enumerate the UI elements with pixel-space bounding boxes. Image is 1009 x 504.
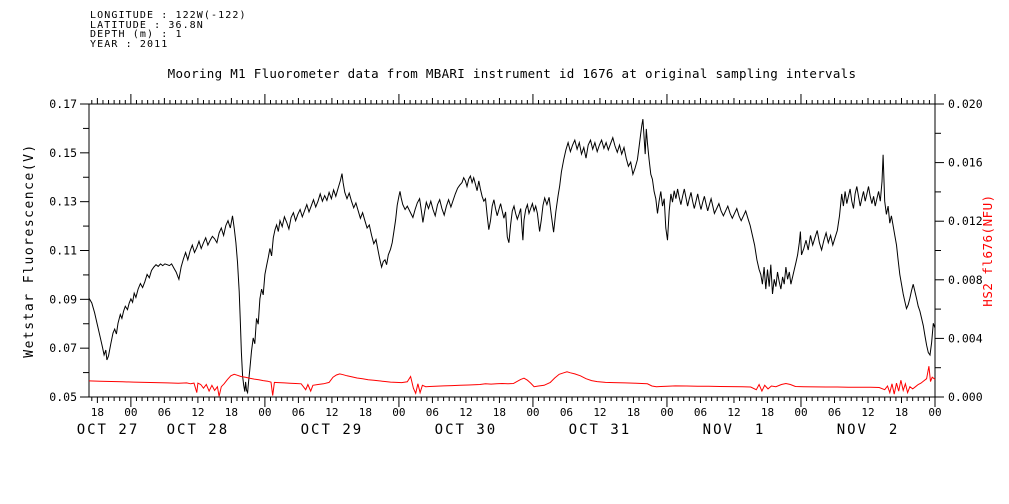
left-tick-label: 0.13	[49, 195, 77, 209]
right-axis-title: HS2 fl676(NFU)	[980, 194, 995, 306]
left-axis-title: Wetstar Fluorescence(V)	[22, 143, 37, 358]
x-hour-label: 12	[593, 406, 606, 419]
x-date-label: OCT 29	[301, 422, 364, 438]
x-date-label: OCT 27	[77, 422, 140, 438]
right-tick-label: 0.004	[948, 331, 983, 345]
right-tick-label: 0.020	[948, 97, 983, 111]
metadata-line-latitude: LATITUDE : 36.8N	[90, 19, 204, 31]
left-tick-label: 0.15	[49, 146, 77, 160]
x-hour-label: 00	[928, 406, 941, 419]
x-hour-label: 18	[895, 406, 908, 419]
x-hour-label: 06	[560, 406, 573, 419]
metadata-line-longitude: LONGITUDE : 122W(-122)	[90, 10, 247, 21]
left-tick-label: 0.11	[49, 244, 77, 258]
hs2-series-line	[88, 366, 936, 397]
x-hour-label: 00	[660, 406, 673, 419]
x-hour-label: 12	[727, 406, 740, 419]
x-hour-label: 06	[694, 406, 707, 419]
x-date-label: OCT 31	[569, 422, 632, 438]
x-hour-label: 00	[124, 406, 137, 419]
x-hour-label: 18	[627, 406, 640, 419]
x-hour-label: 06	[158, 406, 171, 419]
x-hour-label: 18	[91, 406, 104, 419]
right-tick-label: 0.008	[948, 273, 983, 287]
metadata-block: LONGITUDE : 122W(-122) LATITUDE : 36.8N …	[90, 11, 247, 49]
left-tick-label: 0.05	[49, 390, 77, 404]
x-date-label: OCT 28	[167, 422, 230, 438]
x-hour-label: 12	[459, 406, 472, 419]
x-hour-label: 12	[325, 406, 338, 419]
x-date-label: NOV 1	[703, 422, 766, 438]
x-hour-label: 18	[225, 406, 238, 419]
x-hour-label: 06	[292, 406, 305, 419]
x-hour-label: 06	[828, 406, 841, 419]
right-tick-label: 0.012	[948, 214, 983, 228]
left-tick-label: 0.17	[49, 97, 77, 111]
x-hour-label: 18	[359, 406, 372, 419]
x-hour-label: 00	[258, 406, 271, 419]
x-hour-label: 00	[526, 406, 539, 419]
left-tick-label: 0.09	[49, 292, 77, 306]
x-hour-label: 00	[794, 406, 807, 419]
metadata-line-year: YEAR : 2011	[90, 38, 169, 50]
right-tick-label: 0.016	[948, 156, 983, 170]
wetstar-series-line	[88, 119, 936, 395]
x-hour-label: 00	[392, 406, 405, 419]
x-date-label: NOV 2	[837, 422, 900, 438]
left-tick-label: 0.07	[49, 341, 77, 355]
x-hour-label: 06	[426, 406, 439, 419]
x-hour-label: 12	[191, 406, 204, 419]
plot-border	[88, 103, 936, 398]
x-date-label: OCT 30	[435, 422, 498, 438]
metadata-line-depth: DEPTH (m) : 1	[90, 29, 183, 41]
right-tick-label: 0.000	[948, 390, 983, 404]
x-hour-label: 18	[761, 406, 774, 419]
x-hour-label: 18	[493, 406, 506, 419]
chart-title: Mooring M1 Fluorometer data from MBARI i…	[167, 66, 857, 81]
x-hour-label: 12	[861, 406, 874, 419]
